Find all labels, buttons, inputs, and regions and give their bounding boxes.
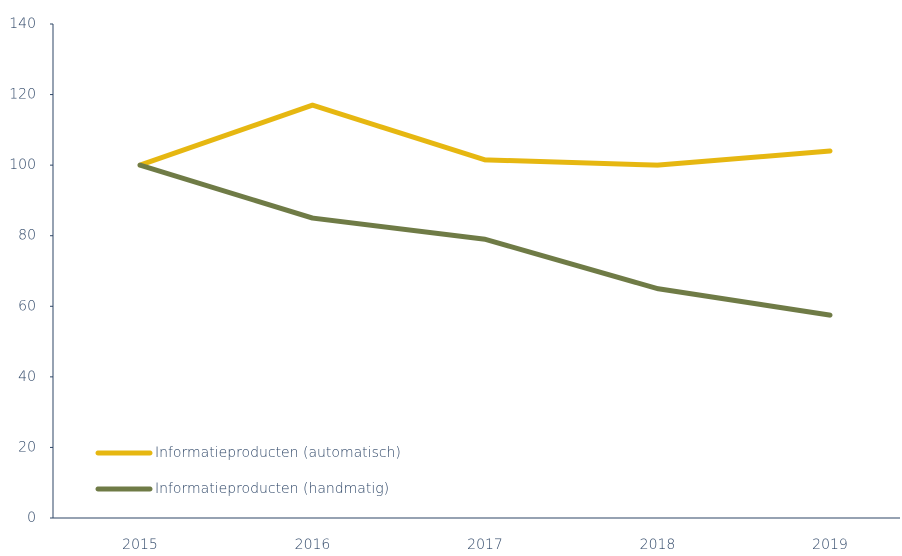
- y-tick-label: 40: [18, 369, 36, 385]
- x-tick-label: 2018: [640, 537, 676, 552]
- line-series: [137, 102, 833, 168]
- y-tick-label: 80: [18, 228, 36, 244]
- line-series: [137, 162, 833, 318]
- x-tick-label: 2016: [295, 537, 331, 552]
- y-tick-label: 140: [9, 16, 36, 32]
- y-tick-label: 120: [9, 87, 36, 103]
- y-tick-label: 20: [18, 439, 36, 455]
- legend-label: Informatieproducten (handmatig): [155, 481, 389, 497]
- y-tick-label: 60: [18, 298, 36, 314]
- y-tick-label: 100: [9, 157, 36, 173]
- x-tick-label: 2019: [812, 537, 848, 552]
- x-tick-label: 2015: [122, 537, 158, 552]
- x-tick-label: 2017: [467, 537, 503, 552]
- legend-label: Informatieproducten (automatisch): [155, 445, 401, 461]
- y-tick-label: 0: [27, 510, 36, 526]
